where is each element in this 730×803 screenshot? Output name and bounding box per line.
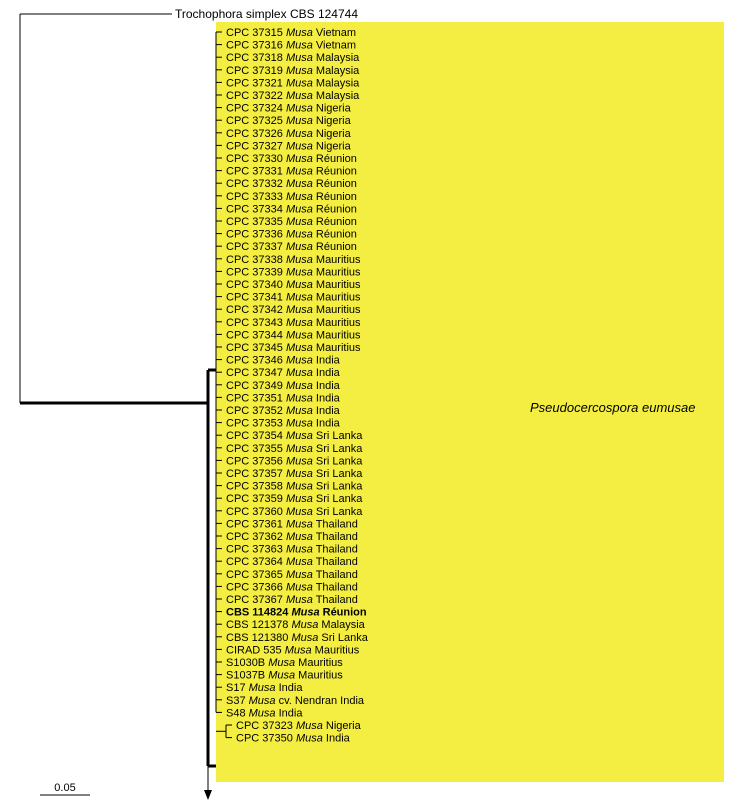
taxon-label: CPC 37337 Musa Réunion: [226, 241, 357, 253]
taxon-label: CPC 37349 Musa India: [226, 380, 341, 392]
taxon-label: CPC 37366 Musa Thailand: [226, 581, 358, 593]
taxon-label: CPC 37361 Musa Thailand: [226, 518, 358, 530]
taxon-label: CPC 37346 Musa India: [226, 355, 341, 367]
taxon-label: CPC 37316 Musa Vietnam: [226, 40, 356, 52]
taxon-label: CPC 37333 Musa Réunion: [226, 191, 357, 203]
taxon-label: CPC 37352 Musa India: [226, 405, 341, 417]
taxon-label: S37 Musa cv. Nendran India: [226, 695, 365, 707]
taxon-label: CPC 37332 Musa Réunion: [226, 178, 357, 190]
taxon-label: CPC 37347 Musa India: [226, 367, 341, 379]
taxon-label: CPC 37318 Musa Malaysia: [226, 52, 360, 64]
taxon-label: CIRAD 535 Musa Mauritius: [226, 644, 360, 656]
taxon-label: CPC 37322 Musa Malaysia: [226, 90, 360, 102]
taxon-label: CPC 37356 Musa Sri Lanka: [226, 455, 363, 467]
taxon-label: CPC 37344 Musa Mauritius: [226, 329, 361, 341]
taxon-label: CPC 37321 Musa Malaysia: [226, 77, 360, 89]
taxon-label: CPC 37319 Musa Malaysia: [226, 65, 360, 77]
taxon-label: CPC 37345 Musa Mauritius: [226, 342, 361, 354]
taxon-label: CPC 37360 Musa Sri Lanka: [226, 506, 363, 518]
taxon-label: CPC 37323 Musa Nigeria: [236, 720, 362, 732]
phylogenetic-tree: CPC 37315 Musa VietnamCPC 37316 Musa Vie…: [0, 0, 730, 803]
taxon-label: CPC 37339 Musa Mauritius: [226, 266, 361, 278]
taxon-label: S1037B Musa Mauritius: [226, 670, 343, 682]
taxon-label: CPC 37324 Musa Nigeria: [226, 103, 352, 115]
taxon-label: S1030B Musa Mauritius: [226, 657, 343, 669]
taxon-label: CPC 37364 Musa Thailand: [226, 556, 358, 568]
taxon-label: S48 Musa India: [226, 707, 303, 719]
taxon-label: S17 Musa India: [226, 682, 303, 694]
taxon-label: CPC 37350 Musa India: [236, 733, 351, 745]
taxon-label: CBS 114824 Musa Réunion: [226, 607, 367, 619]
taxon-label: CPC 37343 Musa Mauritius: [226, 317, 361, 329]
taxon-label: CPC 37363 Musa Thailand: [226, 544, 358, 556]
taxon-label: CPC 37341 Musa Mauritius: [226, 292, 361, 304]
taxon-label: CPC 37334 Musa Réunion: [226, 203, 357, 215]
taxon-label: CPC 37351 Musa India: [226, 392, 341, 404]
taxon-label: CPC 37331 Musa Réunion: [226, 166, 357, 178]
taxon-label: CPC 37362 Musa Thailand: [226, 531, 358, 543]
taxon-label: CPC 37365 Musa Thailand: [226, 569, 358, 581]
taxon-label: CPC 37342 Musa Mauritius: [226, 304, 361, 316]
taxon-label: CPC 37326 Musa Nigeria: [226, 128, 352, 140]
taxon-label: CPC 37336 Musa Réunion: [226, 229, 357, 241]
taxon-label: CPC 37325 Musa Nigeria: [226, 115, 352, 127]
taxon-label: CPC 37340 Musa Mauritius: [226, 279, 361, 291]
taxon-label: CPC 37357 Musa Sri Lanka: [226, 468, 363, 480]
taxon-label: CPC 37359 Musa Sri Lanka: [226, 493, 363, 505]
taxon-label: CBS 121378 Musa Malaysia: [226, 619, 366, 631]
taxon-label: CPC 37330 Musa Réunion: [226, 153, 357, 165]
taxon-label: CPC 37355 Musa Sri Lanka: [226, 443, 363, 455]
taxon-label: CPC 37353 Musa India: [226, 418, 341, 430]
taxon-label: CBS 121380 Musa Sri Lanka: [226, 632, 369, 644]
taxon-label: CPC 37338 Musa Mauritius: [226, 254, 361, 266]
taxon-label: CPC 37335 Musa Réunion: [226, 216, 357, 228]
outgroup-label: Trochophora simplex CBS 124744: [175, 7, 358, 21]
taxon-label: CPC 37327 Musa Nigeria: [226, 140, 352, 152]
clade-label: Pseudocercospora eumusae: [530, 400, 696, 415]
scale-bar-label: 0.05: [54, 782, 75, 794]
taxon-label: CPC 37358 Musa Sri Lanka: [226, 481, 363, 493]
taxon-label: CPC 37354 Musa Sri Lanka: [226, 430, 363, 442]
taxon-label: CPC 37315 Musa Vietnam: [226, 27, 356, 39]
taxon-label: CPC 37367 Musa Thailand: [226, 594, 358, 606]
